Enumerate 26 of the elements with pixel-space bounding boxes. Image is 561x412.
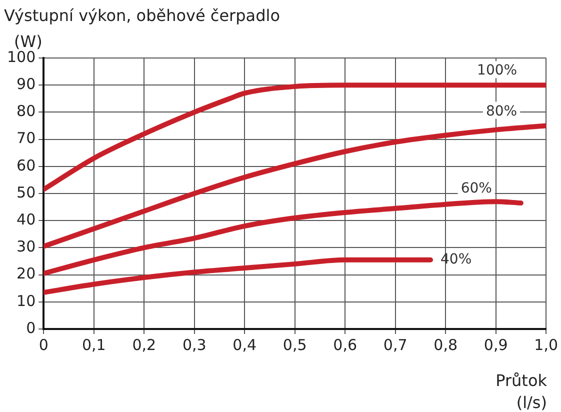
y-tick-label: 60 bbox=[16, 156, 36, 174]
y-tick-label: 50 bbox=[16, 183, 36, 202]
y-tick-label: 80 bbox=[16, 102, 36, 120]
series-label: 100% bbox=[477, 62, 518, 79]
y-tick-label: 20 bbox=[16, 264, 36, 283]
x-tick-label: 0,6 bbox=[333, 336, 358, 354]
x-tick-label: 0 bbox=[38, 336, 48, 354]
x-tick-label: 0,5 bbox=[282, 336, 307, 354]
x-tick-label: 0,9 bbox=[484, 336, 508, 354]
y-tick-label: 30 bbox=[16, 238, 36, 256]
x-tick-label: 0,7 bbox=[383, 336, 408, 354]
x-tick-label: 0,3 bbox=[182, 336, 206, 354]
x-tick-label: 1,0 bbox=[534, 336, 558, 354]
x-tick-label: 0,1 bbox=[82, 336, 106, 354]
series-label: 60% bbox=[460, 180, 492, 197]
x-tick-label: 0,2 bbox=[132, 336, 156, 354]
x-axis-title: Průtok (l/s) bbox=[496, 370, 547, 412]
y-tick-label: 40 bbox=[16, 210, 36, 228]
y-tick-label: 90 bbox=[16, 74, 36, 93]
x-tick-label: 0,8 bbox=[434, 336, 458, 354]
y-tick-label: 0 bbox=[26, 318, 36, 337]
y-tick-label: 10 bbox=[16, 292, 36, 310]
y-tick-label: 70 bbox=[16, 129, 36, 148]
series-label: 80% bbox=[486, 103, 518, 120]
chart-title: Výstupní výkon, oběhové čerpadlo bbox=[4, 6, 280, 25]
x-tick-label: 0,4 bbox=[232, 336, 257, 354]
